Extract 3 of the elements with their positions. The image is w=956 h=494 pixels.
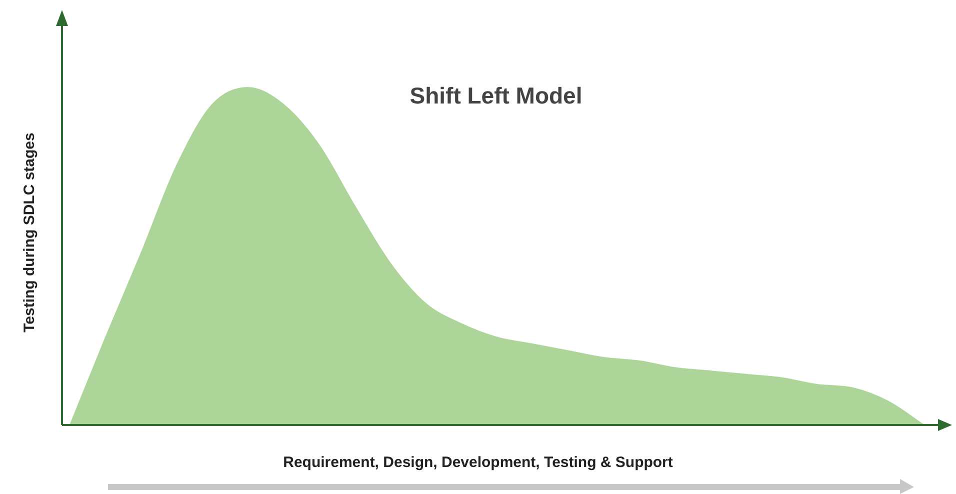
y-axis-title: Testing during SDLC stages [21,132,38,332]
chart-title: Shift Left Model [410,82,582,108]
x-axis-title: Requirement, Design, Development, Testing & Support [283,454,673,472]
